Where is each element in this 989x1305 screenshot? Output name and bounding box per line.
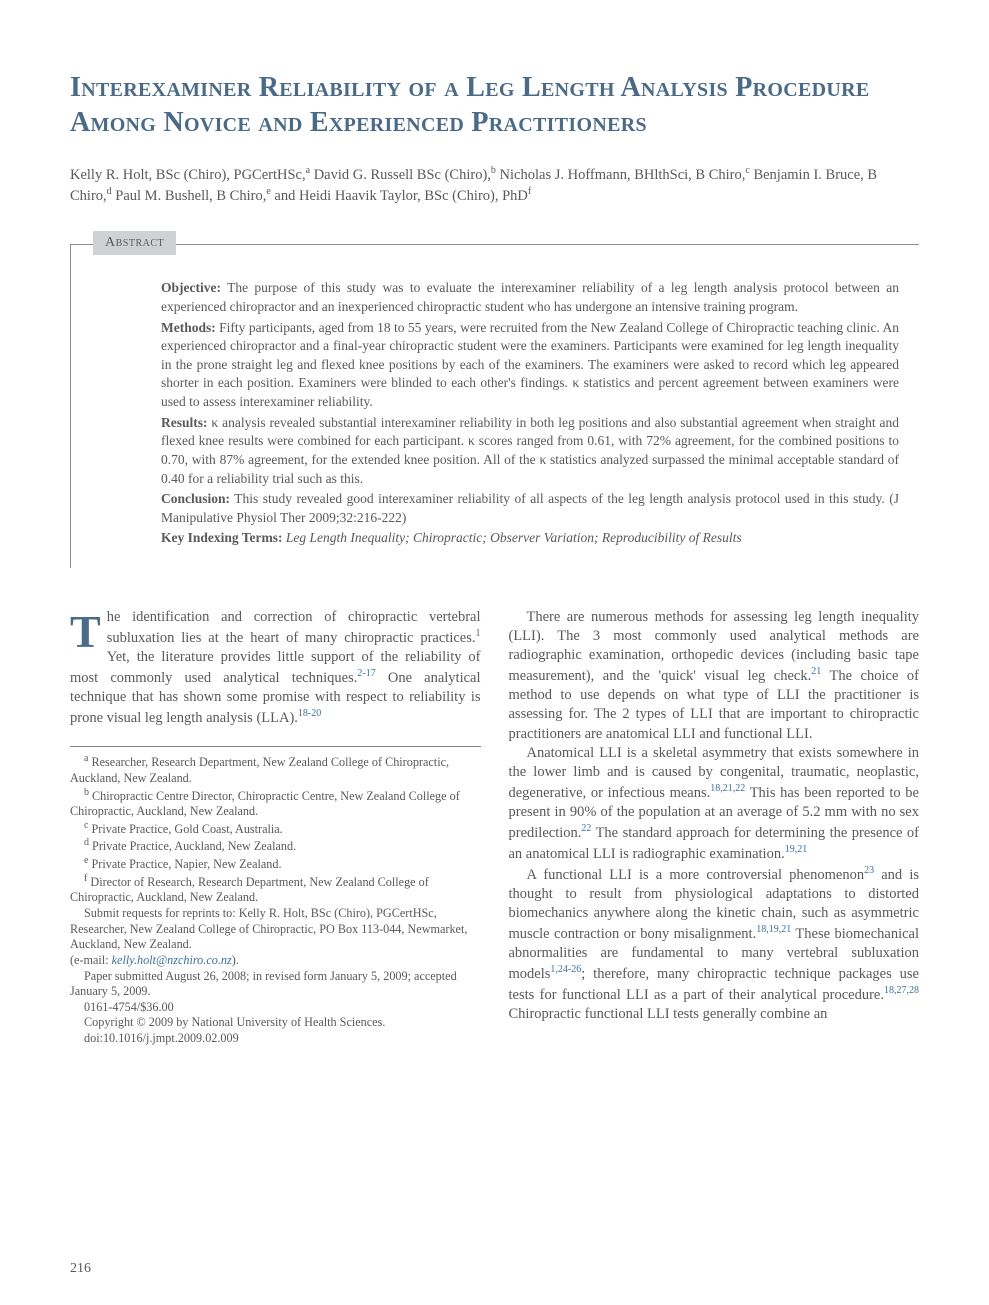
body-p1-text: he identification and correction of chir… xyxy=(70,609,481,726)
abstract-rule: Abstract xyxy=(71,244,919,269)
footnote-a: a Researcher, Research Department, New Z… xyxy=(70,753,481,786)
abstract-box: Abstract Objective: The purpose of this … xyxy=(70,244,919,568)
author-list: Kelly R. Holt, BSc (Chiro), PGCertHSc,a … xyxy=(70,164,919,206)
abstract-content: Objective: The purpose of this study was… xyxy=(71,269,919,548)
footnote-f: f Director of Research, Research Departm… xyxy=(70,873,481,906)
abstract-label: Abstract xyxy=(93,231,176,255)
abs-results: κ analysis revealed substantial interexa… xyxy=(161,415,899,486)
footnote-issn: 0161-4754/$36.00 xyxy=(70,1000,481,1016)
abs-conclusion-head: Conclusion: xyxy=(161,491,230,506)
body-columns: The identification and correction of chi… xyxy=(70,608,919,1047)
footnote-doi: doi:10.1016/j.jmpt.2009.02.009 xyxy=(70,1031,481,1047)
footnote-copyright: Copyright © 2009 by National University … xyxy=(70,1015,481,1031)
abs-keywords-head: Key Indexing Terms: xyxy=(161,530,283,545)
footnote-reprint: Submit requests for reprints to: Kelly R… xyxy=(70,906,481,953)
abs-objective: The purpose of this study was to evaluat… xyxy=(161,280,899,314)
body-r-p1: There are numerous methods for assessing… xyxy=(509,608,920,744)
page-number: 216 xyxy=(70,1261,91,1277)
footnote-c: c Private Practice, Gold Coast, Australi… xyxy=(70,820,481,838)
right-column: There are numerous methods for assessing… xyxy=(509,608,920,1047)
abs-results-head: Results: xyxy=(161,415,208,430)
footnote-e: e Private Practice, Napier, New Zealand. xyxy=(70,855,481,873)
dropcap: T xyxy=(70,608,107,651)
left-column: The identification and correction of chi… xyxy=(70,608,481,1047)
footnote-dates: Paper submitted August 26, 2008; in revi… xyxy=(70,969,481,1000)
body-p1: The identification and correction of chi… xyxy=(70,608,481,728)
footnote-b: b Chiropractic Centre Director, Chiropra… xyxy=(70,787,481,820)
abs-methods-head: Methods: xyxy=(161,320,216,335)
abs-keywords: Leg Length Inequality; Chiropractic; Obs… xyxy=(283,530,742,545)
footnote-email: (e-mail: kelly.holt@nzchiro.co.nz). xyxy=(70,953,481,969)
footnote-d: d Private Practice, Auckland, New Zealan… xyxy=(70,837,481,855)
abs-conclusion: This study revealed good interexaminer r… xyxy=(161,491,899,525)
email-link[interactable]: kelly.holt@nzchiro.co.nz xyxy=(112,953,232,967)
body-r-p3: A functional LLI is a more controversial… xyxy=(509,864,920,1024)
abs-methods: Fifty participants, aged from 18 to 55 y… xyxy=(161,320,899,410)
abs-objective-head: Objective: xyxy=(161,280,221,295)
footnotes: a Researcher, Research Department, New Z… xyxy=(70,746,481,1046)
body-r-p2: Anatomical LLI is a skeletal asymmetry t… xyxy=(509,744,920,864)
article-title: Interexaminer Reliability of a Leg Lengt… xyxy=(70,70,919,140)
